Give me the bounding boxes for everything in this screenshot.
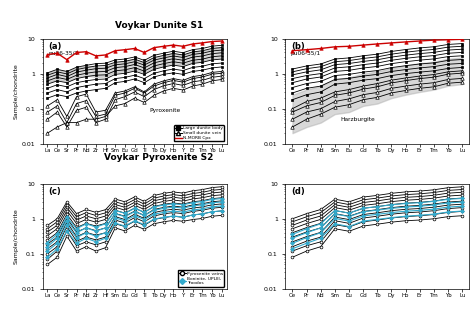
Text: (d): (d)	[291, 187, 305, 196]
Text: (a): (a)	[48, 42, 62, 51]
Text: (c): (c)	[48, 187, 61, 196]
Text: Voykar Dunite S1: Voykar Dunite S1	[115, 22, 203, 30]
Text: (b): (b)	[291, 42, 305, 51]
Text: Pyroxenite: Pyroxenite	[149, 108, 181, 113]
Text: Voykar Pyroxenite S2: Voykar Pyroxenite S2	[104, 153, 213, 162]
Legend: Pyroxenite veins, Boninite, UPLIII,
Troodos: Pyroxenite veins, Boninite, UPLIII, Troo…	[178, 270, 224, 287]
Y-axis label: Sample/chondrite: Sample/chondrite	[14, 208, 18, 264]
Legend: Large dunite body, Small dunite vein, N-MORB Cpx: Large dunite body, Small dunite vein, N-…	[173, 125, 224, 142]
Text: pu06-35/1: pu06-35/1	[48, 51, 78, 56]
Text: pu06-35/1: pu06-35/1	[291, 51, 321, 56]
Text: Harzburgite: Harzburgite	[340, 117, 375, 122]
Y-axis label: Sample/chondrite: Sample/chondrite	[14, 63, 18, 119]
